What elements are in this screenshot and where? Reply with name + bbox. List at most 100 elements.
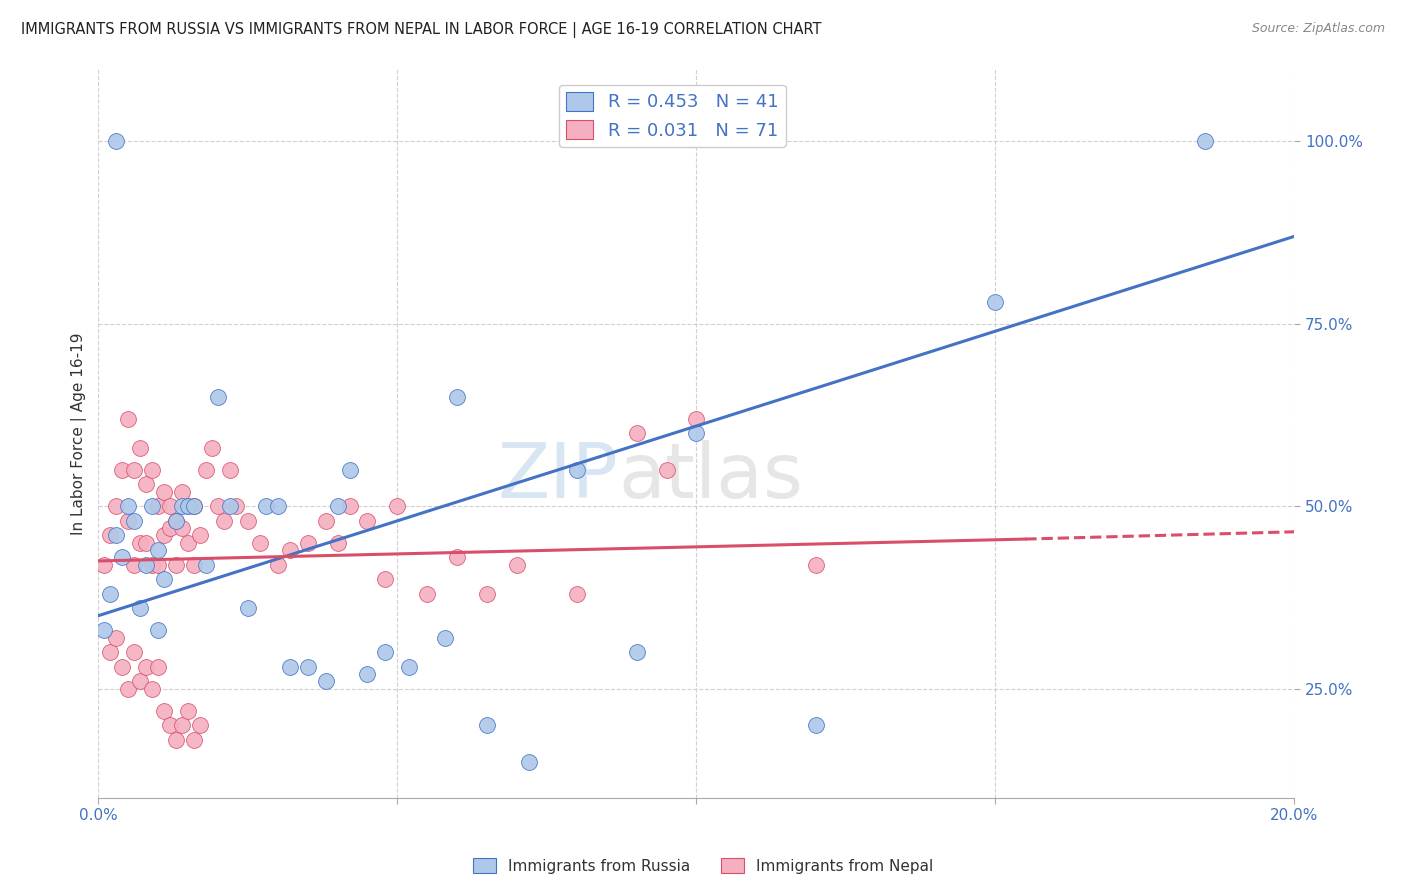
Point — [159, 521, 181, 535]
Point — [398, 659, 420, 673]
Point — [685, 411, 707, 425]
Text: ZIP: ZIP — [498, 440, 619, 514]
Point — [153, 572, 176, 586]
Point — [188, 718, 211, 732]
Point — [117, 681, 139, 696]
Point — [177, 500, 200, 514]
Point — [172, 500, 194, 514]
Point — [195, 558, 218, 572]
Point — [135, 535, 157, 549]
Point — [146, 543, 169, 558]
Point — [565, 587, 588, 601]
Point — [183, 500, 205, 514]
Point — [207, 500, 229, 514]
Point — [165, 732, 187, 747]
Point — [135, 558, 157, 572]
Legend: Immigrants from Russia, Immigrants from Nepal: Immigrants from Russia, Immigrants from … — [467, 852, 939, 880]
Point — [249, 535, 271, 549]
Point — [177, 500, 200, 514]
Point — [416, 587, 439, 601]
Point — [122, 645, 145, 659]
Point — [122, 463, 145, 477]
Point — [111, 550, 134, 565]
Point — [374, 572, 396, 586]
Point — [626, 426, 648, 441]
Point — [159, 718, 181, 732]
Point — [374, 645, 396, 659]
Point — [267, 500, 290, 514]
Point — [278, 659, 301, 673]
Point — [165, 514, 187, 528]
Point — [278, 543, 301, 558]
Point — [804, 558, 827, 572]
Point — [117, 514, 139, 528]
Point — [146, 624, 169, 638]
Point — [93, 558, 115, 572]
Point — [135, 659, 157, 673]
Point — [219, 500, 242, 514]
Point — [141, 463, 163, 477]
Point — [105, 528, 128, 542]
Point — [219, 463, 242, 477]
Point — [434, 631, 457, 645]
Point — [146, 659, 169, 673]
Point — [111, 659, 134, 673]
Point — [326, 500, 349, 514]
Point — [165, 514, 187, 528]
Point — [159, 500, 181, 514]
Point — [356, 667, 378, 681]
Point — [141, 681, 163, 696]
Point — [93, 624, 115, 638]
Text: Source: ZipAtlas.com: Source: ZipAtlas.com — [1251, 22, 1385, 36]
Point — [146, 500, 169, 514]
Point — [122, 514, 145, 528]
Point — [297, 659, 319, 673]
Point — [105, 500, 128, 514]
Point — [356, 514, 378, 528]
Point — [98, 645, 121, 659]
Point — [129, 601, 152, 615]
Point — [98, 528, 121, 542]
Point — [326, 535, 349, 549]
Point — [172, 718, 194, 732]
Text: atlas: atlas — [619, 440, 804, 514]
Point — [339, 463, 361, 477]
Point — [183, 558, 205, 572]
Point — [129, 674, 152, 689]
Point — [475, 587, 498, 601]
Point — [122, 558, 145, 572]
Point — [98, 587, 121, 601]
Point — [984, 295, 1007, 310]
Point — [117, 411, 139, 425]
Point — [188, 528, 211, 542]
Point — [172, 521, 194, 535]
Point — [655, 463, 678, 477]
Point — [236, 601, 259, 615]
Point — [105, 631, 128, 645]
Point — [387, 500, 409, 514]
Point — [117, 500, 139, 514]
Point — [153, 528, 176, 542]
Point — [804, 718, 827, 732]
Point — [1194, 135, 1216, 149]
Point — [517, 755, 540, 769]
Point — [135, 477, 157, 491]
Point — [153, 704, 176, 718]
Point — [207, 390, 229, 404]
Point — [195, 463, 218, 477]
Point — [315, 674, 337, 689]
Point — [506, 558, 529, 572]
Point — [146, 558, 169, 572]
Point — [297, 535, 319, 549]
Point — [177, 704, 200, 718]
Point — [475, 718, 498, 732]
Point — [141, 558, 163, 572]
Point — [165, 558, 187, 572]
Point — [236, 514, 259, 528]
Y-axis label: In Labor Force | Age 16-19: In Labor Force | Age 16-19 — [72, 332, 87, 534]
Point — [339, 500, 361, 514]
Point — [225, 500, 247, 514]
Point — [172, 484, 194, 499]
Point — [153, 484, 176, 499]
Point — [141, 500, 163, 514]
